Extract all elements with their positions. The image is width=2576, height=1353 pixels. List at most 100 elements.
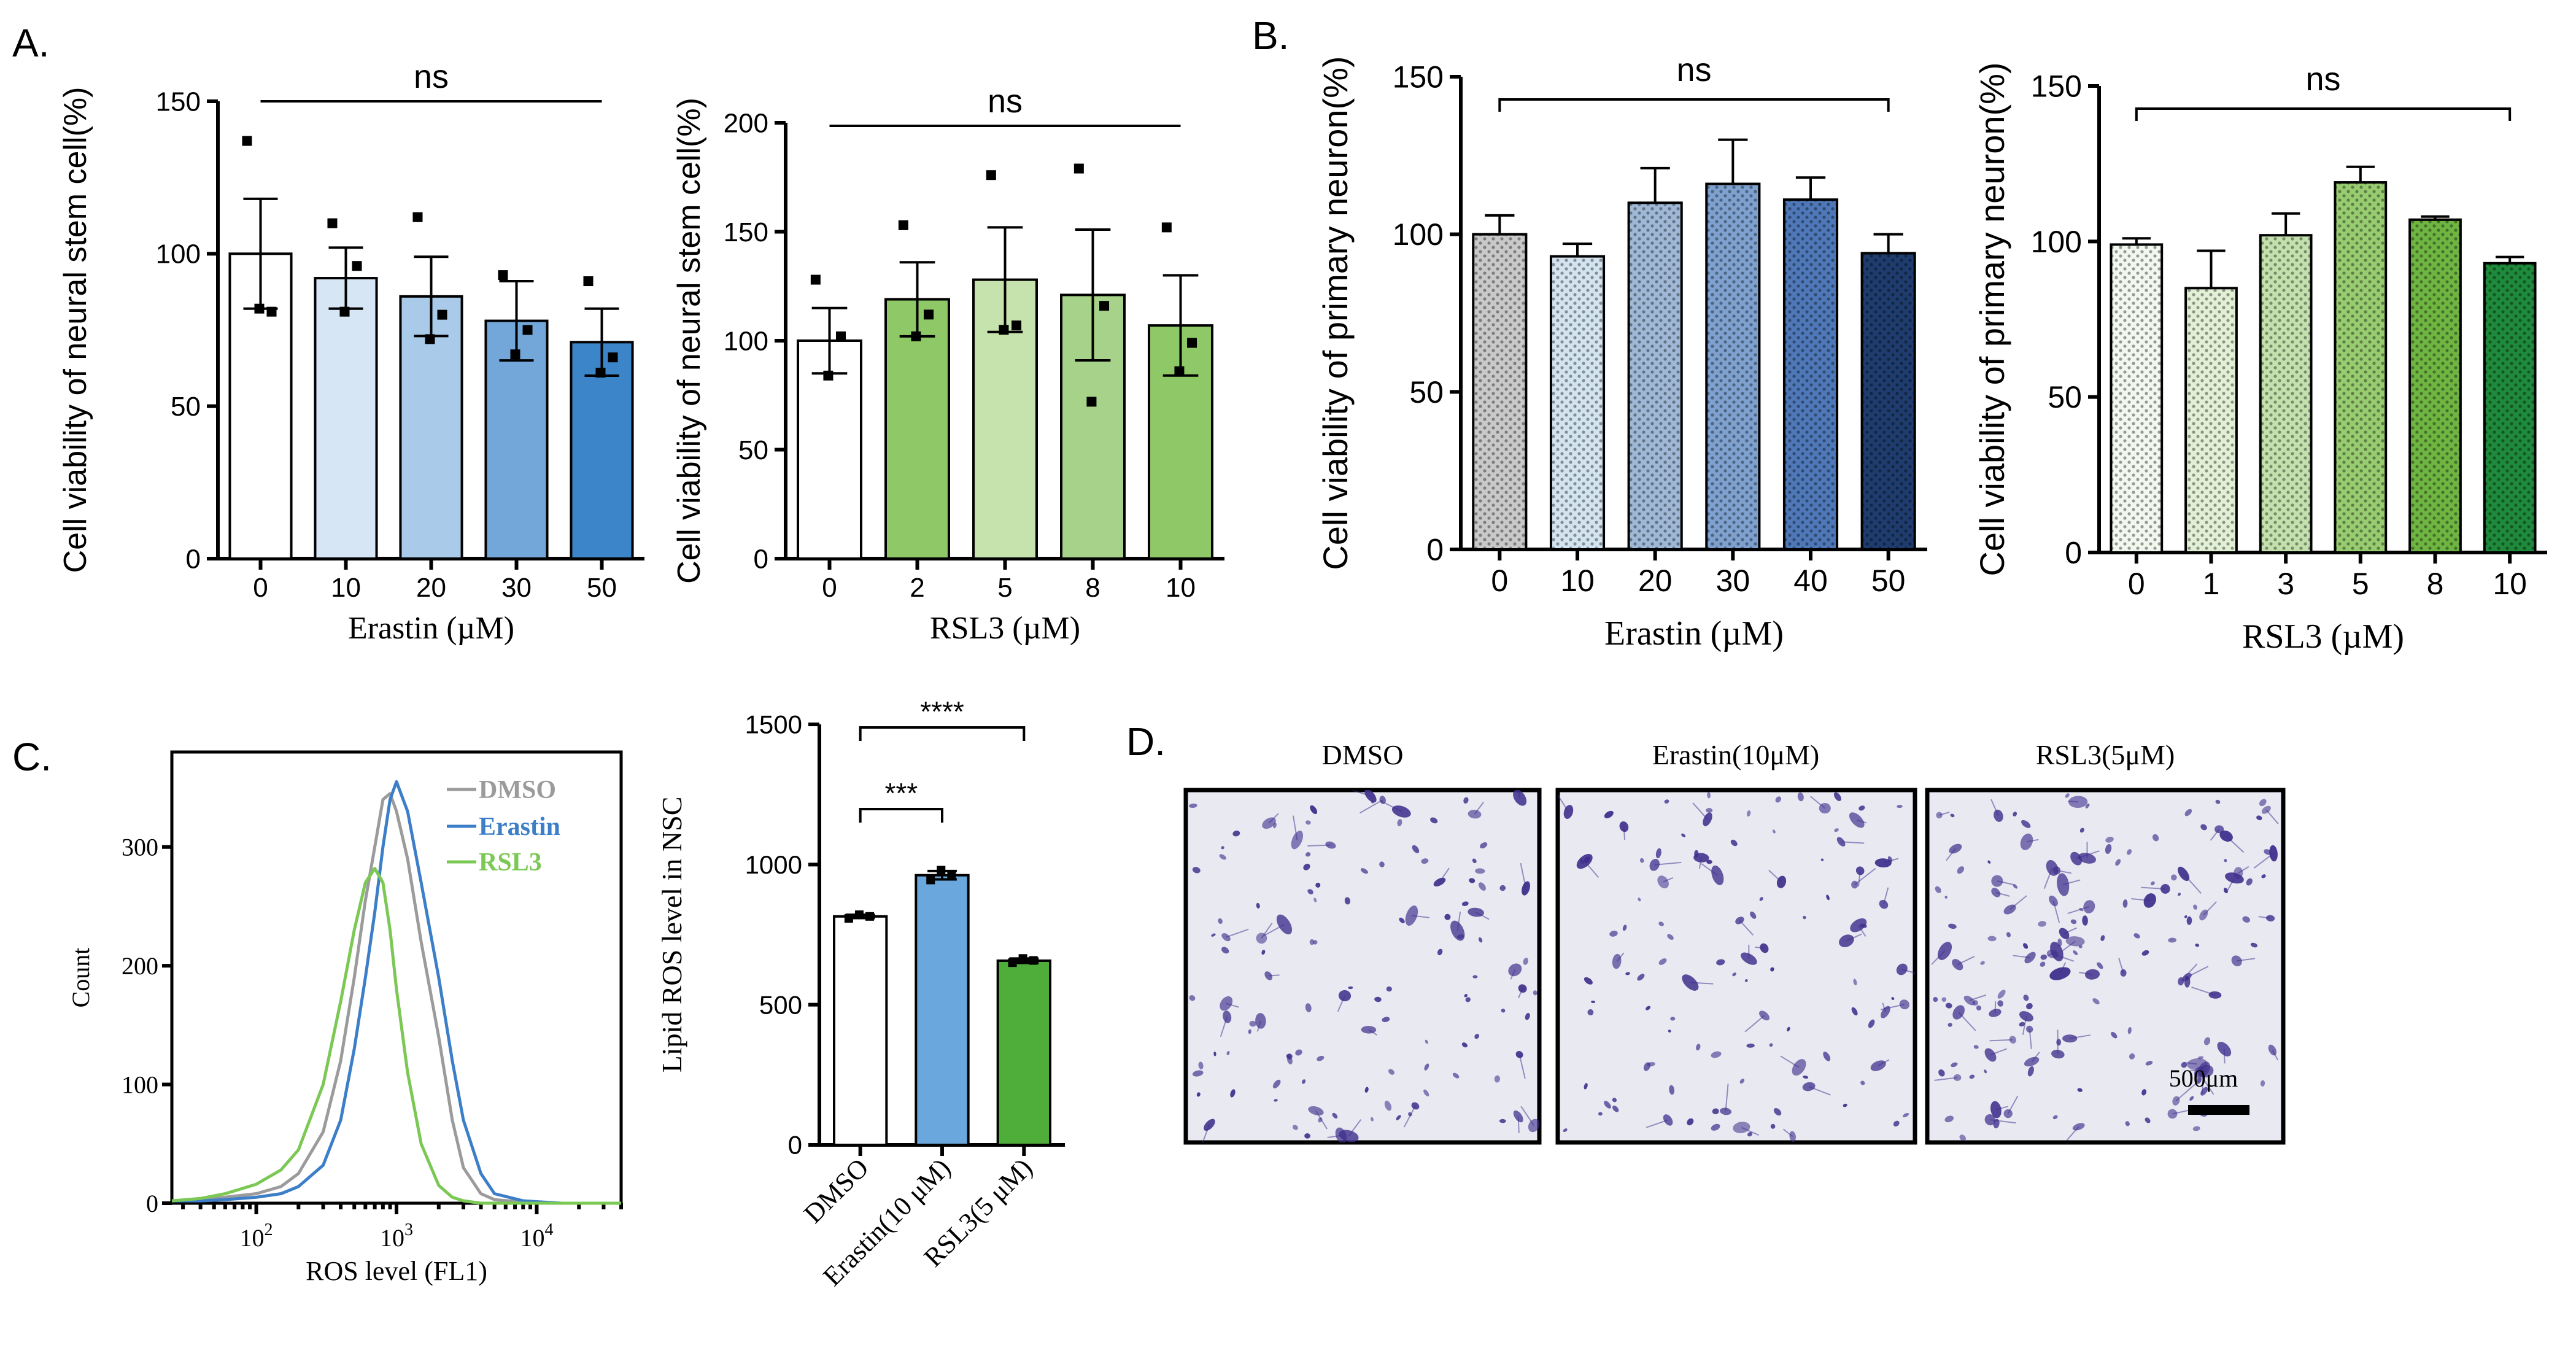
- y-tick-label: 200: [122, 952, 158, 980]
- cell-blob: [1658, 958, 1667, 965]
- cell-blob: [1274, 1099, 1278, 1102]
- cell-blob: [2214, 825, 2224, 834]
- cell-blob: [1963, 995, 1976, 1006]
- cell-process: [1995, 1106, 2008, 1111]
- cell-blob: [1221, 846, 1224, 850]
- cell-blob: [1993, 1118, 2000, 1129]
- data-point: [522, 325, 533, 335]
- legend-label: DMSO: [479, 776, 556, 804]
- cell-process: [1348, 1119, 1362, 1137]
- y-tick-label: 0: [754, 544, 768, 574]
- cell-blob: [1655, 848, 1661, 859]
- cell-blob: [2026, 1002, 2033, 1010]
- cell-process: [1990, 1119, 2016, 1124]
- cell-blob: [1303, 864, 1310, 870]
- cell-blob: [1944, 1115, 1954, 1123]
- bar-Erastin(10 μM): [915, 874, 970, 1146]
- cell-process: [2191, 987, 2216, 996]
- cell-process: [1690, 982, 1714, 985]
- cell-blob: [1711, 1051, 1722, 1058]
- cell-blob: [1750, 911, 1757, 919]
- cell-blob: [1991, 875, 2003, 887]
- cell-blob: [2020, 833, 2033, 850]
- data-point: [1011, 320, 1022, 331]
- cell-process: [1780, 1055, 1800, 1068]
- cell-blob: [2203, 1037, 2211, 1045]
- cell-blob: [2122, 899, 2128, 908]
- cell-blob: [1494, 1075, 1501, 1083]
- cell-blob: [1625, 972, 1630, 975]
- cell-blob: [1397, 819, 1402, 826]
- cell-blob: [1256, 902, 1260, 909]
- cell-blob: [2152, 834, 2159, 842]
- cell-blob: [1219, 854, 1226, 860]
- cell-process: [2059, 962, 2067, 974]
- cell-process: [1476, 912, 1490, 920]
- cell-blob: [1211, 933, 1216, 937]
- x-tick-label: 0: [2128, 567, 2145, 601]
- cell-blob: [1948, 923, 1957, 929]
- cell-process: [2203, 901, 2217, 916]
- series-rsl3: [171, 867, 621, 1205]
- cell-blob: [1499, 1118, 1506, 1123]
- cell-blob: [1787, 1026, 1790, 1032]
- y-tick-label: 50: [2048, 380, 2082, 414]
- cell-blob: [1332, 1112, 1338, 1119]
- cell-blob: [1248, 1029, 1251, 1034]
- bar-pattern: [2260, 235, 2311, 552]
- cell-blob: [1469, 878, 1476, 883]
- cell-blob: [1424, 1063, 1429, 1071]
- cell-blob: [2006, 932, 2011, 937]
- cell-blob: [1189, 803, 1197, 808]
- cell-process: [2175, 1082, 2197, 1101]
- cell-blob: [1399, 917, 1405, 923]
- bar-pattern: [1550, 256, 1604, 549]
- cell-blob: [1823, 1052, 1831, 1061]
- cell-blob: [2079, 828, 2084, 833]
- scale-bar-label: 500μm: [2169, 1064, 2238, 1092]
- cell-blob: [1226, 1051, 1230, 1055]
- cell-blob: [2040, 961, 2046, 967]
- cell-blob: [1430, 817, 1438, 824]
- cell-process: [1698, 858, 1702, 869]
- y-tick-label: 100: [156, 239, 201, 269]
- cell-blob: [1980, 961, 1985, 965]
- bar-pattern: [2111, 244, 2162, 552]
- cell-process: [1337, 995, 1345, 1012]
- cell-blob: [1770, 967, 1774, 972]
- cell-blob: [1412, 845, 1420, 853]
- x-tick-label: 0: [822, 573, 837, 603]
- cell-blob: [2085, 803, 2090, 808]
- bar-pattern: [1473, 234, 1526, 550]
- x-axis-label: Erastin (µM): [348, 611, 514, 646]
- cell-blob: [1220, 996, 1233, 1011]
- cell-blob: [2186, 916, 2192, 925]
- cell-blob: [1826, 894, 1830, 901]
- y-tick-label: 0: [1426, 533, 1444, 567]
- y-axis-label: Cell viability of primary neuron(%): [1973, 62, 2011, 576]
- cell-process: [1997, 880, 2013, 885]
- cell-blob: [1896, 963, 1908, 975]
- cell-process: [2078, 972, 2093, 975]
- data-point: [1029, 956, 1038, 965]
- cell-blob: [1423, 1089, 1429, 1097]
- x-axis-label: RSL3 (µM): [930, 611, 1080, 646]
- cell-blob: [1834, 828, 1839, 832]
- cell-blob: [1317, 1055, 1325, 1061]
- cell-blob: [1938, 1069, 1945, 1077]
- cell-blob: [1797, 792, 1804, 802]
- cell-process: [1226, 928, 1249, 938]
- cell-blob: [1887, 856, 1893, 863]
- cell-blob: [2168, 937, 2177, 943]
- cells-rsl3: [1931, 793, 2279, 1141]
- cell-blob: [2100, 935, 2105, 941]
- cell-blob: [2105, 843, 2112, 855]
- cell-process: [1520, 1106, 1535, 1126]
- cell-blob: [1643, 1062, 1650, 1071]
- y-tick-label: 0: [2065, 536, 2082, 570]
- legend-label: RSL3: [479, 848, 542, 877]
- cell-process: [1654, 861, 1682, 866]
- cell-blob: [1249, 1020, 1256, 1027]
- cell-blob: [1997, 990, 2006, 999]
- cell-blob: [2097, 962, 2103, 969]
